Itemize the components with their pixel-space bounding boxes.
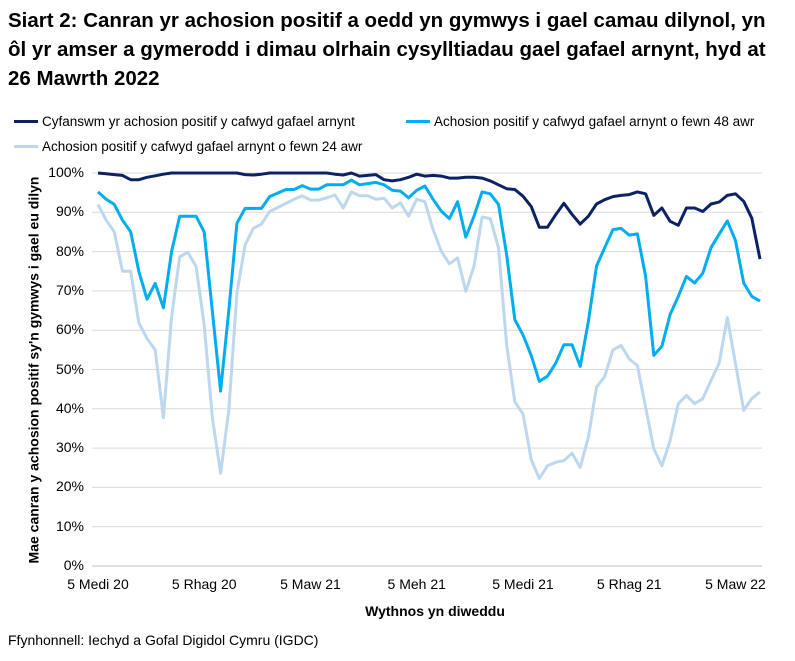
y-tick-label: 60% <box>55 321 84 338</box>
y-tick-label: 50% <box>55 360 84 377</box>
y-tick-label: 20% <box>55 478 84 495</box>
y-tick-label: 40% <box>55 399 84 416</box>
legend-label: Achosion positif y cafwyd gafael arnynt … <box>42 139 363 154</box>
y-axis-title: Mae canran y achosion positif sy'n gymwy… <box>25 176 42 564</box>
y-tick-label: 0% <box>63 557 84 573</box>
source-note: Ffynhonnell: Iechyd a Gofal Digidol Cymr… <box>8 632 319 648</box>
y-tick-label: 100% <box>48 164 84 180</box>
x-tick-label: 5 Medi 21 <box>492 576 554 592</box>
legend-swatch-icon <box>14 145 38 148</box>
y-tick-label: 10% <box>55 517 84 534</box>
legend-item-24h: Achosion positif y cafwyd gafael arnynt … <box>14 139 362 154</box>
legend-label: Cyfanswm yr achosion positif y cafwyd ga… <box>42 114 355 129</box>
x-tick-label: 5 Medi 20 <box>67 576 129 592</box>
series-line-2 <box>96 190 761 480</box>
series-line-1 <box>96 178 761 393</box>
series-line-0 <box>97 171 762 260</box>
legend-swatch-icon <box>406 120 430 123</box>
x-tick-label: 5 Rhag 21 <box>596 576 662 592</box>
y-tick-label: 70% <box>55 281 84 298</box>
legend-label: Achosion positif y cafwyd gafael arnynt … <box>434 114 755 129</box>
x-tick-label: 5 Rhag 20 <box>171 576 237 592</box>
legend-item-48h: Achosion positif y cafwyd gafael arnynt … <box>406 114 754 129</box>
y-tick-label: 90% <box>55 203 84 220</box>
x-axis-title: Wythnos yn diweddu <box>365 603 505 619</box>
y-tick-label: 80% <box>55 242 84 259</box>
chart-title: Siart 2: Canran yr achosion positif a oe… <box>8 9 766 90</box>
legend-item-total: Cyfanswm yr achosion positif y cafwyd ga… <box>14 114 355 129</box>
y-tick-label: 30% <box>55 439 84 456</box>
x-tick-label: 5 Maw 21 <box>280 576 341 592</box>
x-tick-label: 5 Maw 22 <box>705 576 766 592</box>
legend-swatch-icon <box>14 120 38 123</box>
x-tick-label: 5 Meh 21 <box>387 576 446 592</box>
